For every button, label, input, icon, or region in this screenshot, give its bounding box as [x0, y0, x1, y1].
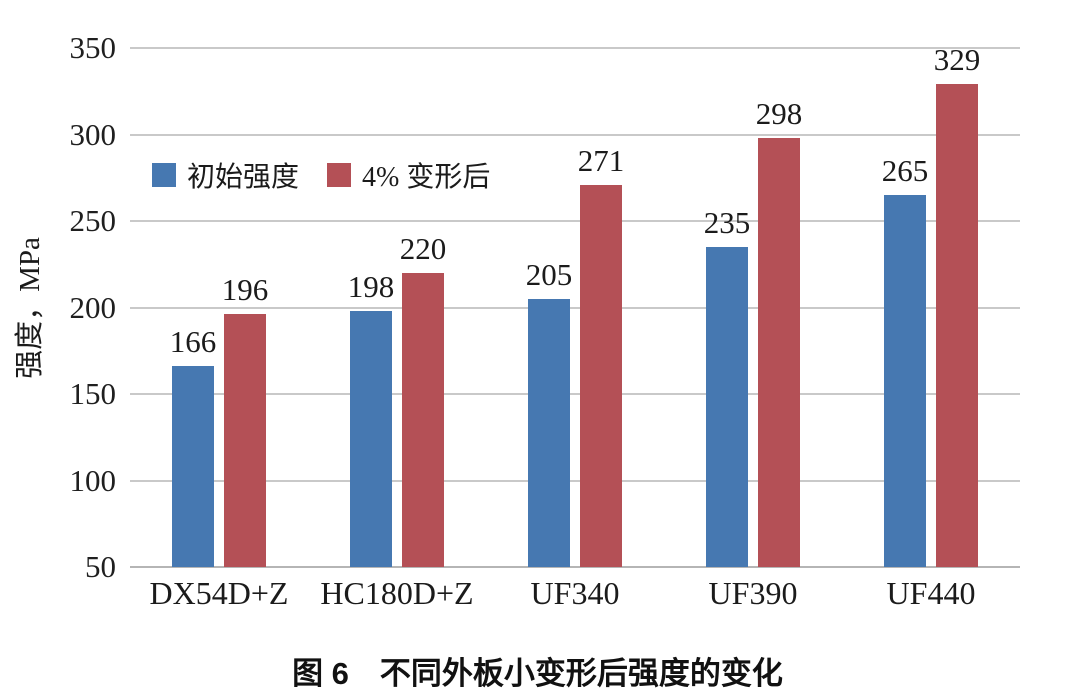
gridline-350 [130, 47, 1020, 49]
y-tick-label-150: 150 [69, 376, 117, 411]
gridline-50 [130, 566, 1020, 568]
bar-4% 变形后-UF340 [580, 184, 622, 567]
value-label-初始强度-UF440: 265 [881, 153, 929, 189]
legend-label-initial: 初始强度 [187, 162, 300, 193]
y-tick-label-100: 100 [69, 462, 117, 498]
legend-item-deformed: 4% 变形后 [327, 155, 490, 195]
bar-4% 变形后-UF390 [758, 137, 800, 567]
y-tick-label-300: 300 [69, 116, 117, 152]
value-label-初始强度-UF390: 235 [703, 204, 751, 240]
y-tick-label-50: 50 [85, 549, 116, 584]
legend: 初始强度 4% 变形后 [152, 155, 490, 195]
value-label-4% 变形后-DX54D+Z: 196 [221, 272, 269, 308]
bar-4% 变形后-DX54D+Z [224, 314, 266, 567]
x-axis-label-UF390: UF390 [708, 575, 798, 611]
bar-初始强度-UF340 [528, 298, 570, 567]
gridline-200 [130, 306, 1020, 309]
figure-caption: 图 6 不同外板小变形后强度的变化 [292, 656, 783, 691]
y-tick-label-350: 350 [69, 30, 117, 65]
gridline-300 [130, 133, 1020, 136]
bar-初始强度-UF440 [884, 195, 926, 567]
bar-初始强度-UF390 [706, 246, 748, 567]
bar-初始强度-DX54D+Z [172, 366, 214, 567]
gridline-100 [130, 479, 1020, 482]
bar-4% 变形后-HC180D+Z [402, 272, 444, 567]
legend-swatch-deformed [327, 163, 352, 187]
legend-swatch-initial [152, 163, 176, 187]
y-tick-label-250: 250 [69, 203, 117, 238]
x-axis-label-HC180D+Z: HC180D+Z [320, 575, 474, 611]
value-label-初始强度-UF340: 205 [525, 256, 573, 292]
gridline-250 [130, 220, 1020, 222]
gridline-150 [130, 393, 1020, 395]
value-label-4% 变形后-UF390: 298 [755, 95, 803, 131]
value-label-4% 变形后-HC180D+Z: 220 [399, 230, 447, 266]
y-tick-label-200: 200 [69, 289, 117, 325]
value-label-4% 变形后-UF340: 271 [577, 142, 625, 178]
x-axis-label-UF440: UF440 [886, 575, 976, 611]
bar-初始强度-HC180D+Z [350, 310, 392, 567]
x-axis-label-DX54D+Z: DX54D+Z [149, 575, 289, 611]
plot-area: 强度，MPa 初始强度 4% 变形后 50 100 150 200 250 300 350 1… [14, 30, 1020, 611]
legend-label-deformed: 4% 变形后 [362, 162, 491, 193]
bar-4% 变形后-UF440 [936, 84, 978, 567]
value-label-初始强度-DX54D+Z: 166 [169, 324, 217, 360]
x-axis-label-UF340: UF340 [530, 575, 620, 611]
value-label-4% 变形后-UF440: 329 [933, 42, 981, 78]
legend-item-initial: 初始强度 [152, 155, 299, 195]
value-label-初始强度-HC180D+Z: 198 [347, 268, 395, 304]
